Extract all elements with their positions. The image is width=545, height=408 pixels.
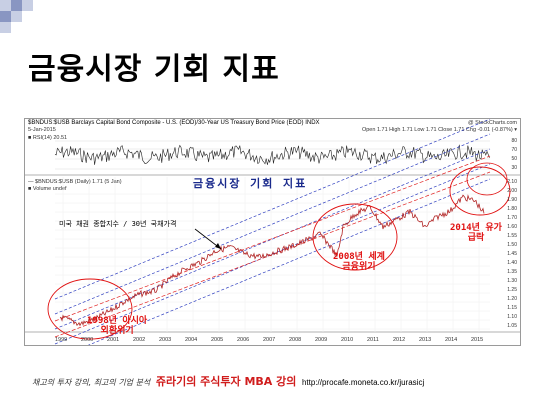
highlight-circle-rsi [466,162,508,196]
rsi-axis-tick: 30 [511,165,517,171]
chart-header-source: @ StockCharts.com [468,120,517,126]
price-axis-tick: 1.35 [507,269,517,275]
price-axis-tick: 1.20 [507,296,517,302]
corner-decoration [0,22,11,33]
annotation-2014-text: 2014년 유가 급락 [450,223,502,243]
rsi-axis-tick: 50 [511,156,517,162]
highlight-circle-1998 [47,278,133,340]
annotation-1998-text: 1998년 아시아 외환위기 [87,316,148,336]
rsi-line [54,144,490,165]
volume-label: ■ Volume undef [28,186,67,192]
price-axis-tick: 1.45 [507,251,517,257]
year-axis-tick: 2010 [341,337,354,343]
year-axis-tick: 2014 [445,337,458,343]
trend-channel-line [54,119,491,300]
footer-course-title: 쥬라기의 주식투자 MBA 강의 [155,375,297,388]
price-axis-tick: 1.80 [507,206,517,212]
price-axis-tick: 1.30 [507,278,517,284]
footer: 채고의 투자 강의, 최고의 기업 분석 쥬라기의 주식투자 MBA 강의 ht… [32,373,424,389]
annotation-2008: 2008년 세계 금융위기 [333,252,385,272]
price-axis-tick: 1.25 [507,287,517,293]
year-axis-tick: 2000 [81,337,94,343]
year-axis-tick: 2015 [471,337,484,343]
chart-header-title: $BNDUS:$USB Barclays Capital Bond Compos… [28,120,320,126]
corner-decoration [11,11,22,22]
year-axis-tick: 2012 [393,337,406,343]
chart-canvas [25,119,520,345]
corner-decoration [11,0,22,11]
year-axis-tick: 2013 [419,337,432,343]
trend-channel-line [87,178,491,345]
annotation-1998: 1998년 아시아 외환위기 [87,316,147,336]
trend-channel-line [54,155,491,322]
overlay-title: 금융시장 기회 지표 [193,177,308,190]
year-axis-tick: 2011 [367,337,379,343]
annotation-2008-text: 2008년 세계 금융위기 [333,252,385,272]
annotation-2014: 2014년 유가 급락 [450,223,502,243]
price-axis-tick: 2.10 [507,179,517,185]
corner-decoration [0,11,11,22]
price-axis-tick: 1.10 [507,314,517,320]
price-axis-tick: 1.40 [507,260,517,266]
price-series-label: — $BNDUS:$USB (Daily) 1.71 (5 Jan) [28,179,122,185]
trend-channel-line [54,148,491,330]
bond-index-annotation: 미국 채권 종합지수 / 30년 국채가격 [59,220,177,228]
year-axis-tick: 2007 [263,337,276,343]
price-axis-tick: 1.50 [507,242,517,248]
rsi-label: ■ RSI(14) 20.51 [28,135,68,141]
year-axis-tick: 2008 [289,337,302,343]
trend-channel-line [54,171,491,338]
rsi-axis-tick: 70 [511,147,517,153]
price-line [59,194,485,327]
price-axis-tick: 1.05 [507,323,517,329]
chart-header-quote: Open 1.71 High 1.71 Low 1.71 Close 1.71 … [361,127,517,133]
year-axis-tick: 2004 [185,337,198,343]
year-axis-tick: 1999 [55,337,68,343]
footer-url-link[interactable]: http://procafe.moneta.co.kr/jurasicj [301,378,425,387]
highlight-circle-2014 [449,166,511,216]
year-axis-tick: 2001 [107,337,120,343]
corner-decoration [22,0,33,11]
trend-channel-line [54,133,491,315]
price-axis-tick: 1.60 [507,224,517,230]
year-axis-tick: 2003 [159,337,172,343]
price-axis-tick: 1.70 [507,215,517,221]
year-axis-tick: 2005 [211,337,224,343]
price-axis-tick: 1.90 [507,197,517,203]
corner-decoration [0,0,11,11]
highlight-circle-2008 [312,203,398,271]
price-axis-tick: 1.55 [507,233,517,239]
rsi-axis-tick: 80 [511,138,517,144]
chart-header-date: 5-Jan-2015 [28,127,56,133]
year-axis-tick: 2009 [315,337,328,343]
year-axis-tick: 2002 [133,337,146,343]
footer-tagline: 채고의 투자 강의, 최고의 기업 분석 [32,378,151,387]
slide-title: 금융시장 기회 지표 [28,52,280,87]
price-axis-tick: 1.15 [507,305,517,311]
year-axis-tick: 2006 [237,337,250,343]
stock-chart: $BNDUS:$USB Barclays Capital Bond Compos… [24,118,521,346]
price-axis-tick: 2.00 [507,188,517,194]
annotation-arrowhead [215,243,221,249]
